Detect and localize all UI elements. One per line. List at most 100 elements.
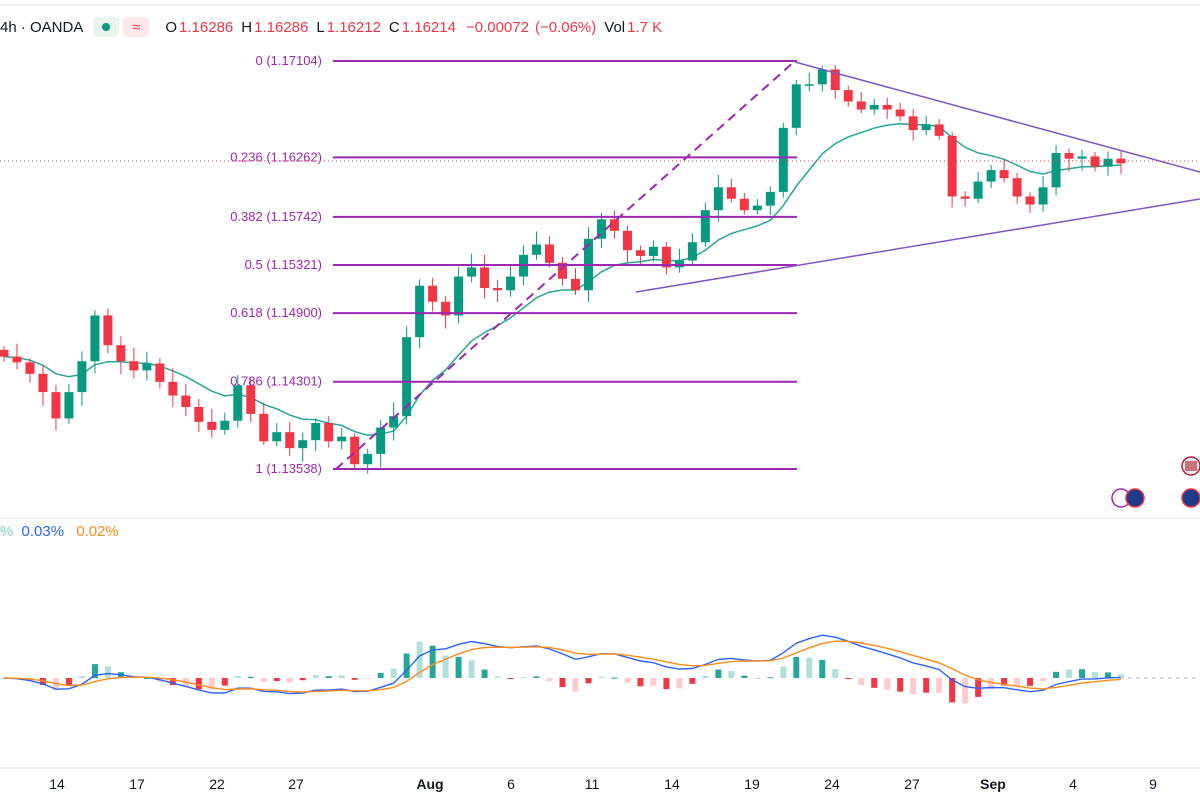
lower-trendline[interactable] (635, 198, 1200, 293)
candle-body (233, 385, 243, 421)
x-tick-label: 14 (49, 776, 65, 792)
candle (804, 72, 814, 92)
triangle-trendlines[interactable] (635, 61, 1200, 293)
fib-level-label: 0.618 (1.14900) (230, 305, 322, 320)
candle (869, 99, 879, 115)
candle-body (350, 436, 360, 465)
macd-histogram-bar (962, 678, 969, 704)
macd-histogram-bar (806, 657, 813, 678)
volume-value: 1.7 K (627, 18, 663, 36)
macd-histogram-bar (481, 669, 488, 678)
candle (648, 240, 658, 262)
candle-body (713, 187, 723, 211)
eu-flag-icon[interactable] (1125, 488, 1145, 508)
candle-body (934, 124, 944, 136)
candle-body (129, 361, 139, 371)
open-value: 1.16286 (179, 18, 234, 36)
macd-histogram-bar (1118, 674, 1124, 678)
candle (64, 384, 74, 424)
candle-body (64, 392, 74, 419)
candle-body (739, 198, 749, 211)
symbol-label[interactable]: 4h · OANDA (0, 18, 84, 36)
wave-icon[interactable]: ≈ (123, 17, 150, 37)
candle (493, 279, 503, 302)
low-value: 1.16212 (326, 18, 381, 36)
candle (272, 423, 282, 447)
candle-body (298, 440, 308, 449)
macd-histogram-bar (754, 677, 761, 679)
fib-level-label: 0.786 (1.14301) (230, 374, 322, 389)
candle (635, 245, 645, 265)
candle (376, 419, 386, 468)
macd-histogram-bar (507, 678, 514, 679)
macd-histogram-bar (247, 676, 254, 678)
x-tick-label: 9 (1149, 776, 1157, 792)
candle-body (765, 191, 775, 206)
candle-body (246, 385, 256, 414)
macd-histogram-bar (143, 677, 150, 679)
candle (155, 358, 165, 389)
macd-histogram-bar (351, 678, 358, 680)
candle (713, 174, 723, 222)
candle-body (272, 432, 282, 442)
fib-level-label: 0.382 (1.15742) (230, 209, 322, 224)
macd-pane (1, 634, 1124, 704)
candle-body (804, 84, 814, 86)
fib-trend-line[interactable] (335, 60, 796, 470)
candle-body (947, 135, 957, 197)
candle-body (220, 420, 230, 430)
candle-body (207, 421, 217, 430)
candle-body (1051, 152, 1061, 188)
candle-body (869, 104, 879, 110)
macd-histogram-bar (455, 656, 462, 678)
fibonacci-retracement[interactable]: 0 (1.17104) 0.236 (1.16262) 0.382 (1.15742… (230, 53, 797, 476)
candle (116, 336, 126, 375)
candle (181, 383, 191, 417)
candle-body (51, 392, 61, 419)
candle-body (441, 301, 451, 316)
candle-body (259, 413, 269, 442)
candle (973, 172, 983, 204)
event-icons[interactable] (1111, 456, 1200, 508)
x-tick-label: 27 (904, 776, 920, 792)
macd-histogram-bar (468, 660, 475, 678)
candle-body (415, 285, 425, 338)
candle (1064, 148, 1074, 172)
macd-histogram-bar (1001, 678, 1008, 686)
candle-body (986, 170, 996, 182)
macd-histogram-bar (689, 678, 696, 684)
candle (1090, 152, 1100, 172)
candle-body (77, 361, 87, 393)
macd-histogram-bar (273, 678, 280, 682)
candle-body (181, 395, 191, 407)
macd-histogram-bar (1053, 671, 1060, 678)
eu-flag-icon[interactable] (1181, 488, 1200, 508)
candle-body (882, 104, 892, 110)
macd-histogram-bar (611, 677, 618, 679)
macd-histogram-bar (780, 666, 787, 678)
candle (324, 416, 334, 448)
x-tick-label: 19 (744, 776, 760, 792)
candle-body (1090, 156, 1100, 167)
candle-body (635, 250, 645, 256)
candle-body (895, 109, 905, 117)
candle-body (674, 260, 684, 268)
candle (311, 418, 321, 452)
candle (622, 225, 632, 263)
candle (558, 257, 567, 286)
macd-histogram-bar (585, 678, 592, 684)
candles (0, 65, 1126, 474)
candle-body (856, 101, 866, 110)
market-status-icon[interactable] (93, 17, 120, 37)
candle (480, 254, 490, 299)
macd-histogram-bar (1105, 672, 1112, 678)
macd-histogram-bar (923, 678, 930, 693)
candle (90, 310, 100, 374)
x-tick-label: 14 (664, 776, 680, 792)
candle (661, 242, 671, 275)
upper-trendline[interactable] (794, 61, 1200, 173)
candle (168, 368, 178, 407)
candle (700, 202, 710, 247)
candle-body (1038, 187, 1048, 205)
